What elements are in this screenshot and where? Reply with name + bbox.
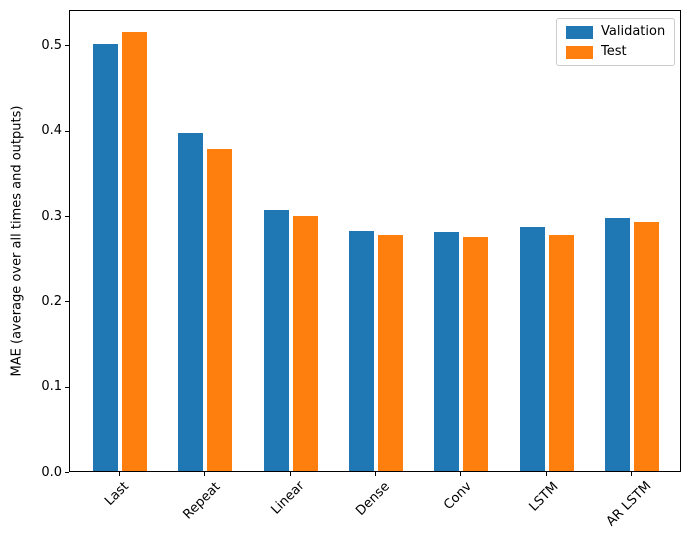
bar-test-last — [122, 31, 147, 471]
bar-validation-ar-lstm — [605, 217, 630, 471]
plot-area — [69, 10, 681, 472]
bar-test-repeat — [207, 149, 232, 471]
y-tick-label: 0.3 — [41, 209, 62, 224]
x-tick-label: Linear — [268, 478, 308, 518]
bar-validation-dense — [349, 231, 374, 471]
x-tick-label: Dense — [353, 479, 393, 519]
y-tick-mark — [65, 387, 69, 388]
x-tick-label: LSTM — [526, 479, 562, 515]
y-tick-mark — [65, 131, 69, 132]
bar-test-conv — [463, 237, 488, 471]
x-tick-mark — [290, 472, 291, 476]
x-tick-mark — [375, 472, 376, 476]
x-tick-label: Repeat — [180, 479, 224, 523]
bar-test-linear — [293, 215, 318, 471]
validation-color-swatch — [566, 25, 593, 39]
x-tick-mark — [204, 472, 205, 476]
y-tick-mark — [65, 301, 69, 302]
bar-test-ar-lstm — [634, 221, 659, 471]
x-tick-label: AR LSTM — [603, 478, 655, 530]
legend-label-test: Test — [601, 44, 627, 59]
bar-validation-linear — [264, 209, 289, 471]
y-tick-label: 0.0 — [41, 465, 62, 480]
bar-validation-lstm — [520, 227, 545, 471]
bar-validation-repeat — [178, 133, 203, 471]
y-tick-mark — [65, 216, 69, 217]
x-tick-mark — [631, 472, 632, 476]
x-tick-mark — [546, 472, 547, 476]
bar-validation-conv — [434, 232, 459, 471]
y-tick-label: 0.1 — [41, 379, 62, 394]
x-tick-label: Last — [102, 479, 132, 509]
legend-label-validation: Validation — [601, 24, 666, 39]
legend-item-test: Test — [566, 45, 665, 59]
y-tick-label: 0.2 — [41, 294, 62, 309]
legend: Validation Test — [556, 18, 676, 66]
x-tick-mark — [119, 472, 120, 476]
legend-item-validation: Validation — [566, 25, 665, 39]
x-tick-label: Conv — [441, 479, 475, 513]
y-axis-label: MAE (average over all times and outputs) — [9, 105, 25, 377]
y-tick-mark — [65, 45, 69, 46]
bar-test-dense — [378, 234, 403, 471]
y-tick-mark — [65, 472, 69, 473]
x-tick-mark — [460, 472, 461, 476]
y-tick-label: 0.4 — [41, 123, 62, 138]
bar-test-lstm — [549, 234, 574, 471]
bar-validation-last — [93, 43, 118, 471]
y-tick-label: 0.5 — [41, 38, 62, 53]
test-color-swatch — [566, 45, 593, 59]
